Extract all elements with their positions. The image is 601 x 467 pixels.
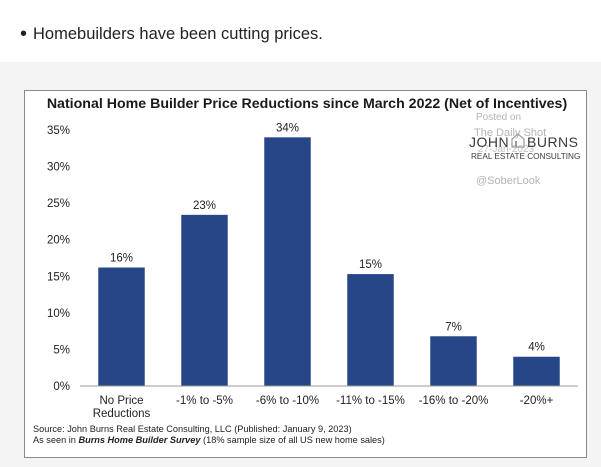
data-labels: 16% 23% 34% 15% 7% 4%	[110, 122, 545, 353]
bar	[513, 356, 560, 386]
y-tick-label: 35%	[47, 125, 70, 137]
source-line-2-prefix: As seen in	[33, 435, 78, 445]
x-tick-label: Reductions	[93, 408, 151, 420]
source-line-2-suffix: (18% sample size of all US new home sale…	[200, 435, 384, 445]
y-tick-label: 25%	[47, 198, 70, 210]
logo-tagline: REAL ESTATE CONSULTING	[471, 152, 580, 161]
y-tick-label: 15%	[47, 271, 70, 283]
data-label: 23%	[193, 200, 216, 212]
bar	[430, 336, 477, 386]
y-axis: 0% 5% 10% 15% 20% 25% 30% 35%	[47, 125, 70, 393]
bar	[264, 137, 311, 386]
x-tick-label: -11% to -15%	[336, 395, 405, 407]
data-label: 16%	[110, 253, 133, 265]
data-label: 7%	[445, 321, 462, 333]
bullet-dot-icon: •	[20, 23, 28, 45]
bars	[98, 137, 560, 386]
bar	[98, 267, 145, 386]
y-tick-label: 0%	[53, 381, 70, 393]
chart-title: National Home Builder Price Reductions s…	[47, 96, 568, 112]
bar	[181, 214, 228, 386]
y-tick-label: 10%	[47, 308, 70, 320]
x-tick-label: -1% to -5%	[176, 395, 233, 407]
logo-john: JOHN	[469, 134, 509, 150]
y-tick-label: 20%	[47, 235, 70, 247]
y-tick-label: 5%	[53, 344, 70, 356]
x-tick-label: -6% to -10%	[256, 395, 319, 407]
watermark-daily-shot: The Daily Shot	[474, 127, 546, 139]
watermark-date: 27-Jan-2023	[478, 144, 535, 155]
x-tick-label: -16% to -20%	[419, 395, 489, 407]
bullet-item: • Homebuilders have been cutting prices.	[20, 24, 323, 44]
bar	[347, 274, 394, 386]
watermark-posted-on: Posted on	[476, 112, 521, 123]
data-label: 34%	[276, 122, 299, 134]
source-survey-title: Burns Home Builder Survey	[78, 435, 201, 445]
source-line-1: Source: John Burns Real Estate Consultin…	[33, 424, 352, 434]
source-line-2: As seen in Burns Home Builder Survey (18…	[33, 435, 385, 445]
logo-burns: BURNS	[527, 134, 579, 150]
logo-house-icon	[511, 133, 525, 148]
data-label: 4%	[528, 342, 545, 354]
john-burns-logo: JOHN BURNS REAL ESTATE CONSULTING	[469, 133, 580, 161]
data-label: 15%	[359, 259, 382, 271]
watermark-handle: @SoberLook	[476, 175, 541, 187]
y-tick-label: 30%	[47, 162, 70, 174]
x-tick-label: -20%+	[520, 395, 554, 407]
x-tick-label: No Price	[99, 395, 143, 407]
bullet-text: Homebuilders have been cutting prices.	[33, 24, 323, 43]
